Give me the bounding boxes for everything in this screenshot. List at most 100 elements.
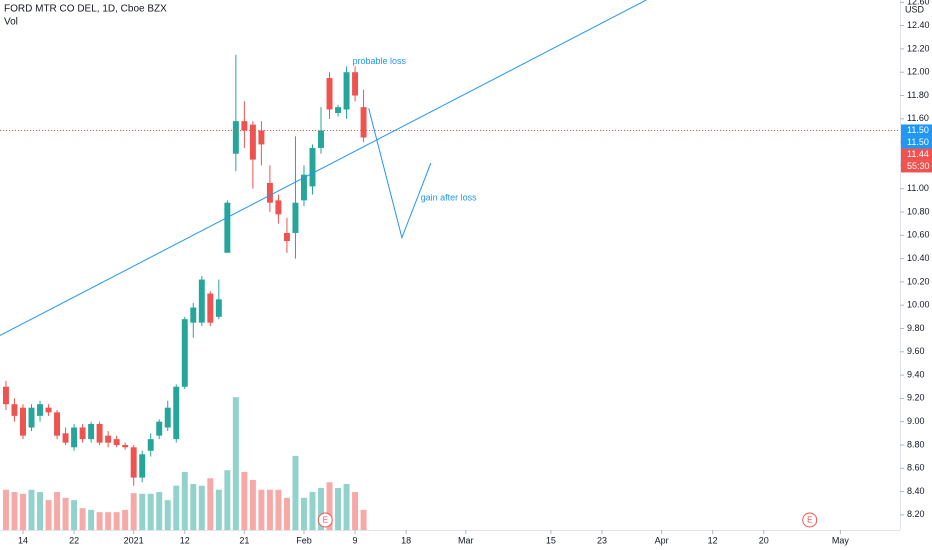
y-tick-label: 8.60 <box>907 463 925 473</box>
volume-bar <box>318 488 324 530</box>
y-tick-label: 9.80 <box>907 323 925 333</box>
y-tick-label: 8.40 <box>907 486 925 496</box>
candle-body <box>79 427 86 440</box>
volume-bar <box>54 492 61 530</box>
candle-body <box>113 439 120 445</box>
annotation: probable loss <box>353 56 407 66</box>
candle-body <box>215 299 222 317</box>
candle-body <box>326 78 333 110</box>
candle-body <box>96 424 103 443</box>
x-tick-label: Feb <box>296 535 312 545</box>
volume-bar <box>249 479 256 530</box>
candle-body <box>207 293 214 323</box>
x-tick-label: 20 <box>759 535 769 545</box>
x-tick-label: 14 <box>18 535 28 545</box>
price-tag-label: 11.50 <box>907 137 929 147</box>
event-label: E <box>323 516 328 525</box>
candle-body <box>198 279 205 323</box>
volume-bar <box>258 489 265 530</box>
candle-body <box>130 447 137 478</box>
x-tick-label: 2021 <box>124 535 144 545</box>
candle-body <box>139 454 146 478</box>
candle-body <box>300 174 307 201</box>
candle-body <box>37 404 43 416</box>
volume-bar <box>275 489 282 530</box>
candle-body <box>224 202 231 253</box>
candle-body <box>343 72 350 110</box>
y-tick-label: 8.80 <box>907 439 925 449</box>
annotation: gain after loss <box>421 192 478 202</box>
price-tag-label: 11.50 <box>907 125 929 135</box>
x-tick-label: 12 <box>180 535 190 545</box>
candle-body <box>173 386 180 440</box>
candle-body <box>156 421 163 436</box>
event-marker <box>317 512 333 528</box>
countdown-box <box>901 160 932 173</box>
x-tick-label: 9 <box>353 535 358 545</box>
x-tick-label: 23 <box>597 535 607 545</box>
y-tick-label: 9.20 <box>907 393 925 403</box>
candle-body <box>71 427 78 448</box>
price-tag <box>901 148 932 161</box>
volume-bar <box>232 397 239 530</box>
candle-body <box>318 130 324 148</box>
volume-bar <box>266 489 273 530</box>
volume-bar <box>113 512 120 530</box>
candle-body <box>122 444 129 448</box>
y-tick-label: 12.20 <box>907 43 930 53</box>
candle-body <box>190 307 197 323</box>
y-tick-label: 10.40 <box>907 253 930 263</box>
x-tick-label: 15 <box>546 535 556 545</box>
x-tick-label: 12 <box>708 535 718 545</box>
volume-bar <box>62 497 69 530</box>
countdown: 55:30 <box>907 161 930 171</box>
volume-bar <box>190 484 197 530</box>
volume-bar <box>20 493 26 530</box>
volume-bar <box>139 493 146 530</box>
volume-bar <box>71 500 78 530</box>
y-tick-label: 12.40 <box>907 20 930 30</box>
y-tick-label: 10.20 <box>907 276 930 286</box>
volume-bar <box>156 492 163 530</box>
candle-body <box>164 407 171 428</box>
volume-bar <box>79 508 86 530</box>
candle-body <box>232 121 239 154</box>
trend-drawing <box>0 0 647 336</box>
y-tick-label: 11.60 <box>907 113 929 123</box>
trend-drawing <box>368 108 432 240</box>
volume-bar <box>96 512 103 530</box>
candle-body <box>88 424 95 440</box>
y-tick-label: 12.00 <box>907 67 930 77</box>
volume-bar <box>198 485 205 530</box>
x-tick-label: Mar <box>458 535 474 545</box>
candle-body <box>62 433 69 443</box>
y-tick-label: 10.60 <box>907 230 930 240</box>
candle-body <box>266 182 273 203</box>
y-tick-label: 12.60 <box>907 0 930 7</box>
volume-bar <box>130 493 137 530</box>
candle-body <box>360 107 367 138</box>
volume-bar <box>207 478 214 530</box>
volume-bar <box>352 492 359 530</box>
candle-body <box>309 147 316 187</box>
volume-bar <box>2 489 9 530</box>
volume-bar <box>300 497 307 530</box>
x-tick-label: May <box>832 535 850 545</box>
currency: USD <box>905 4 925 14</box>
y-tick-label: 10.80 <box>907 206 930 216</box>
price-tag-label: 11.44 <box>907 149 929 159</box>
volume-bar <box>37 492 43 530</box>
x-tick-label: Apr <box>655 535 669 545</box>
x-tick-label: 21 <box>239 535 249 545</box>
y-tick-label: 9.00 <box>907 416 925 426</box>
candle-body <box>283 232 290 242</box>
price-tag <box>901 136 932 149</box>
candle-body <box>147 439 154 451</box>
volume-bar <box>241 471 248 530</box>
x-tick-label: 18 <box>401 535 411 545</box>
volume-bar <box>283 497 290 530</box>
y-tick-label: 9.60 <box>907 346 925 356</box>
volume-bar <box>88 509 95 530</box>
